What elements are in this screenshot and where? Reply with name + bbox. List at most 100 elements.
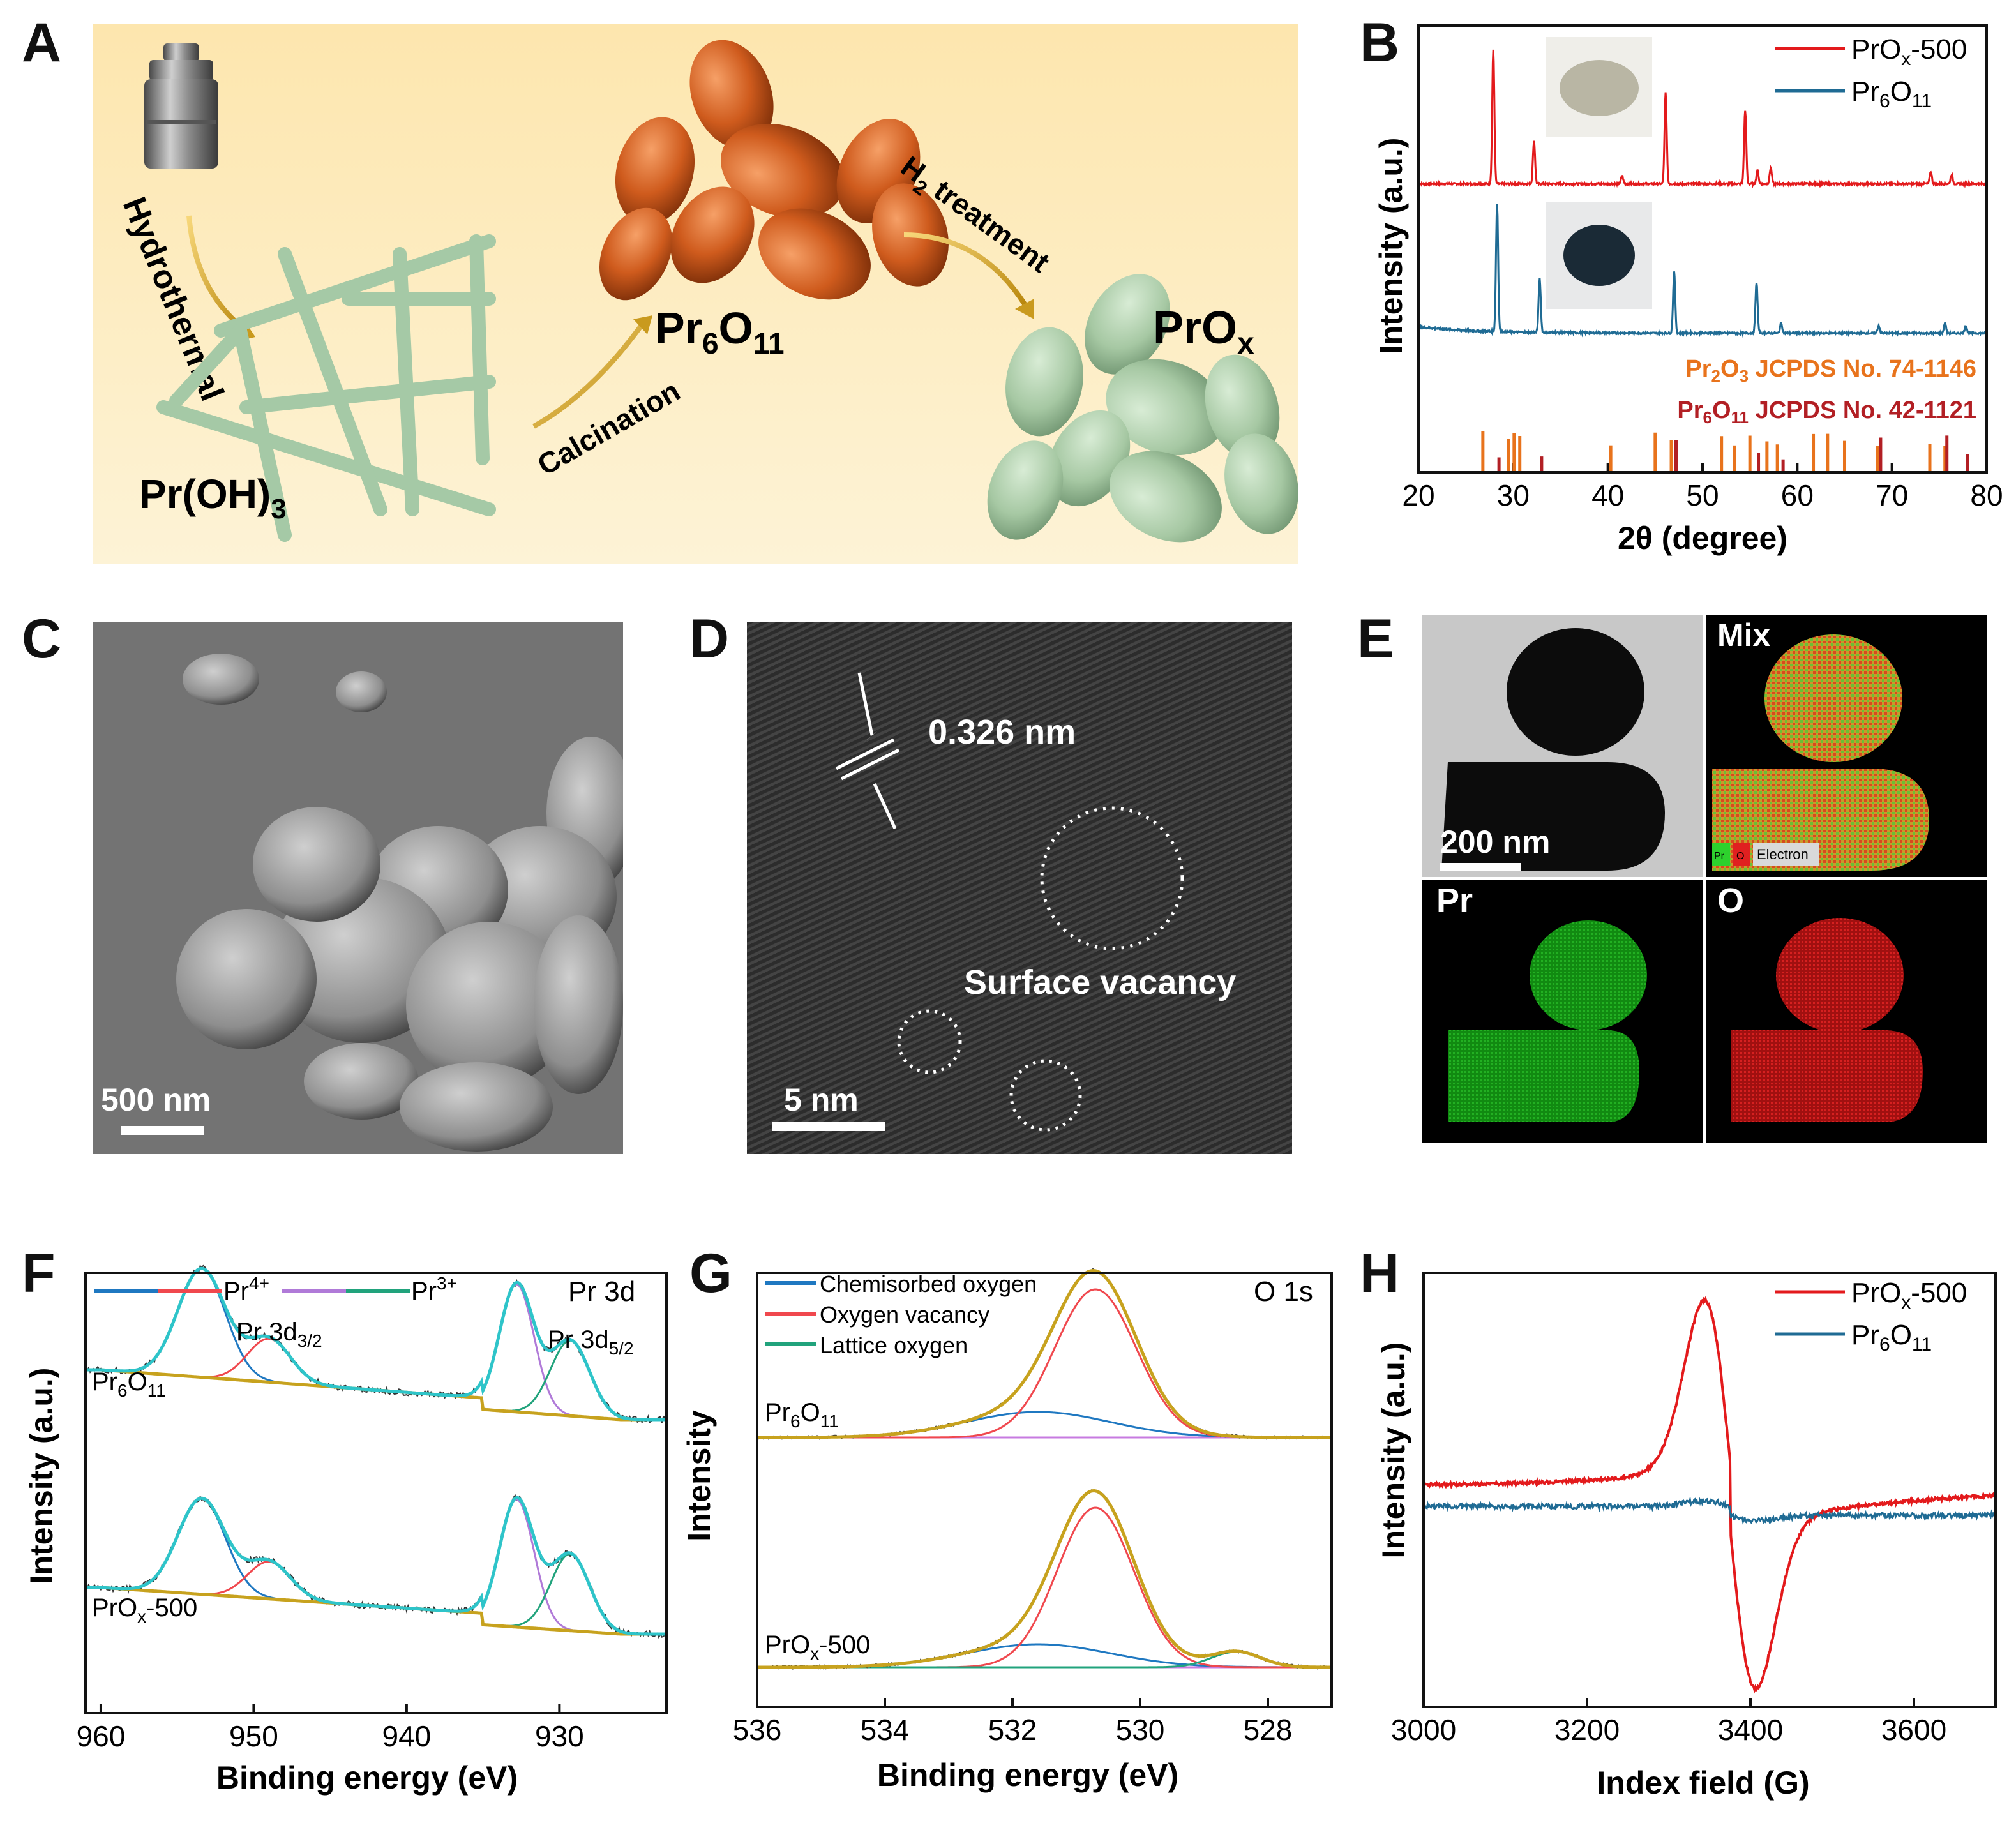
eds-legend-pr-swatch bbox=[1712, 843, 1730, 866]
xrd-inset-pr6o11-powder bbox=[1563, 225, 1635, 286]
vacancy-circle-large bbox=[1040, 806, 1184, 950]
hrtem-vacancy-label: Surface vacancy bbox=[964, 963, 1237, 1002]
xps-pr3d-sample-pr6o11: Pr6O11 bbox=[92, 1368, 166, 1400]
hrtem-lattice-label: 0.326 nm bbox=[928, 713, 1076, 751]
xps-o1s-component-0-0 bbox=[757, 1411, 1332, 1439]
xps-o1s-legend: Chemisorbed oxygen Oxygen vacancy Lattic… bbox=[765, 1271, 1037, 1358]
epr-tick-label: 3400 bbox=[1718, 1713, 1783, 1746]
panel-label-c: C bbox=[22, 608, 62, 670]
epr-series-prox bbox=[1422, 1296, 1997, 1694]
xps-o1s-tick-label: 534 bbox=[861, 1713, 910, 1746]
xps-o1s-tick-label: 528 bbox=[1244, 1713, 1293, 1746]
vacancy-circle-small-2 bbox=[1009, 1059, 1082, 1132]
sem-scale-bar-label: 500 nm bbox=[101, 1082, 211, 1118]
panel-label-g: G bbox=[689, 1243, 732, 1304]
xrd-tick-label: 40 bbox=[1591, 479, 1624, 512]
xps-pr3d-xlabel: Binding energy (eV) bbox=[216, 1760, 518, 1796]
pr-oh3-label: Pr(OH)3 bbox=[139, 471, 287, 525]
pr6o11-label: Pr6O11 bbox=[655, 303, 785, 360]
epr-tick-label: 3000 bbox=[1391, 1713, 1456, 1746]
xrd-tick-label: 50 bbox=[1686, 479, 1719, 512]
xps-pr3d-chart: Intensity (a.u.) Binding energy (eV) 960… bbox=[24, 1264, 668, 1796]
xps-o1s-chart: Intensity Binding energy (eV) 536 534 532 5… bbox=[683, 1268, 1333, 1793]
xps-pr3d-tick-label: 950 bbox=[229, 1720, 278, 1753]
synthesis-scheme: Hydrothermal Pr(OH)3 Calcination Pr6O11 … bbox=[93, 24, 1298, 564]
xrd-series-0 bbox=[1418, 49, 1987, 189]
epr-xlabel: Index field (G) bbox=[1597, 1765, 1809, 1801]
vacancy-circle-small-1 bbox=[897, 1009, 962, 1074]
xps-pr3d-legend: Pr4+ Pr3+ bbox=[94, 1273, 457, 1305]
xrd-tick-label: 60 bbox=[1781, 479, 1814, 512]
hrtem-scale-bar bbox=[772, 1122, 885, 1131]
eds-legend-electron: Electron bbox=[1757, 846, 1809, 862]
xps-pr3d-background-0 bbox=[86, 1368, 665, 1422]
xps-o1s-legend-chemisorbed: Chemisorbed oxygen bbox=[820, 1271, 1037, 1297]
xps-o1s-xlabel: Binding energy (eV) bbox=[877, 1757, 1178, 1793]
xps-pr3d-tick-label: 960 bbox=[77, 1720, 126, 1753]
xps-pr3d-axes-frame bbox=[84, 1272, 668, 1714]
xps-o1s-sample-pr6o11: Pr6O11 bbox=[765, 1399, 839, 1431]
xps-o1s-axes-frame bbox=[756, 1272, 1333, 1708]
xrd-legend-prox: PrOx-500 bbox=[1851, 34, 1967, 70]
xrd-ylabel: Intensity (a.u.) bbox=[1373, 138, 1409, 354]
eds-mix-map: Pr O Electron bbox=[1706, 615, 1987, 877]
eds-tem-particle-bottom bbox=[1441, 762, 1665, 871]
hrtem-scale-bar-label: 5 nm bbox=[784, 1082, 859, 1118]
xps-pr3d-ylabel: Intensity (a.u.) bbox=[24, 1368, 59, 1584]
xps-pr3d-d52-label: Pr 3d5/2 bbox=[548, 1326, 634, 1358]
sem-scale-bar bbox=[121, 1126, 204, 1135]
epr-legend-pr6o11: Pr6O11 bbox=[1851, 1319, 1932, 1355]
eds-tem-particle-top bbox=[1507, 628, 1644, 756]
pr-oh3-nanorods bbox=[156, 234, 496, 542]
panel-label-b: B bbox=[1360, 12, 1400, 73]
eds-legend-o: O bbox=[1736, 851, 1744, 862]
sem-particles bbox=[93, 622, 623, 1154]
eds-legend-pr: Pr bbox=[1714, 851, 1725, 862]
epr-tick-label: 3600 bbox=[1881, 1713, 1946, 1746]
xps-pr3d-sample-prox: PrOx-500 bbox=[92, 1594, 197, 1626]
eds-pr-label: Pr bbox=[1436, 881, 1473, 920]
xrd-chart: Intensity (a.u.) 2θ (degree) 20 30 40 50 60 7… bbox=[1373, 24, 2003, 556]
epr-ylabel: Intensity (a.u.) bbox=[1376, 1342, 1411, 1559]
xps-o1s-envelope-1 bbox=[757, 1489, 1332, 1669]
xrd-tick-label: 80 bbox=[1970, 479, 2003, 512]
hrtem-image bbox=[747, 622, 1292, 1154]
xps-o1s-ylabel: Intensity bbox=[683, 1410, 717, 1542]
panel-label-d: D bbox=[689, 608, 730, 670]
xps-o1s-sample-prox: PrOx-500 bbox=[765, 1631, 870, 1663]
xps-pr3d-legend-pr4: Pr4+ bbox=[223, 1273, 269, 1305]
xrd-xlabel: 2θ (degree) bbox=[1618, 520, 1787, 556]
xrd-ref-label-pr2o3: Pr2O3 JCPDS No. 74-1146 bbox=[1685, 356, 1976, 386]
xrd-tick-label: 70 bbox=[1876, 479, 1908, 512]
eds-mix-label: Mix bbox=[1717, 617, 1771, 653]
eds-o-map bbox=[1706, 880, 1987, 1143]
xrd-tick-label: 30 bbox=[1497, 479, 1530, 512]
eds-legend-o-swatch bbox=[1733, 843, 1750, 866]
epr-axes-frame bbox=[1422, 1272, 1997, 1708]
xrd-tick-label: 20 bbox=[1402, 479, 1434, 512]
panel-label-a: A bbox=[22, 12, 62, 73]
hrtem-annotations bbox=[835, 672, 1184, 1132]
panel-label-h: H bbox=[1360, 1243, 1400, 1304]
calcination-arrowhead bbox=[633, 315, 652, 334]
xps-pr3d-envelope-0 bbox=[86, 1266, 665, 1422]
xps-o1s-legend-lattice: Lattice oxygen bbox=[820, 1332, 968, 1358]
epr-series-pr6o11 bbox=[1422, 1496, 1996, 1525]
epr-legend-prox: PrOx-500 bbox=[1851, 1277, 1967, 1313]
eds-tem-image bbox=[1422, 615, 1703, 877]
xps-pr3d-d32-label: Pr 3d3/2 bbox=[236, 1318, 322, 1351]
xrd-legend-pr6o11: Pr6O11 bbox=[1851, 76, 1932, 112]
eds-o-label: O bbox=[1717, 881, 1745, 920]
eds-legend-electron-box bbox=[1753, 843, 1819, 866]
xrd-legend: PrOx-500 Pr6O11 bbox=[1775, 34, 1967, 112]
sem-image bbox=[93, 622, 623, 1154]
hrtem-arrow-bottom bbox=[873, 783, 897, 830]
xps-pr3d-region-label: Pr 3d bbox=[568, 1276, 635, 1307]
eds-tem-scale-bar bbox=[1440, 863, 1521, 871]
xrd-series-1 bbox=[1417, 204, 1988, 338]
hrtem-arrow-top bbox=[857, 672, 874, 736]
xps-o1s-legend-vacancy: Oxygen vacancy bbox=[820, 1302, 989, 1328]
xrd-axes-frame bbox=[1417, 24, 1988, 474]
xrd-ref-label-pr6o11: Pr6O11 JCPDS No. 42-1121 bbox=[1677, 397, 1976, 427]
xps-pr3d-legend-pr3: Pr3+ bbox=[411, 1273, 457, 1305]
